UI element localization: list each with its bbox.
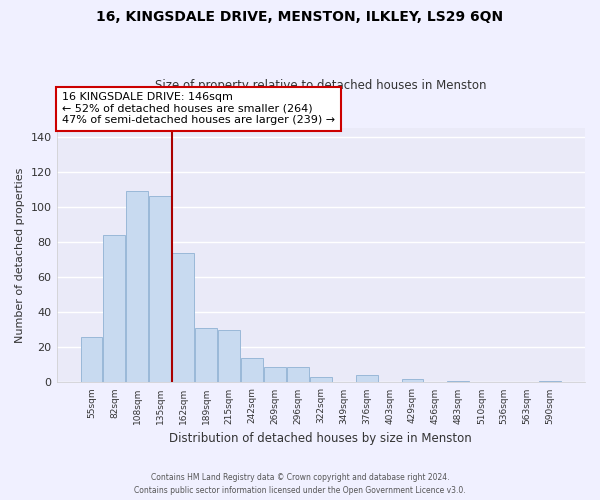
Text: Contains HM Land Registry data © Crown copyright and database right 2024.
Contai: Contains HM Land Registry data © Crown c… xyxy=(134,473,466,495)
Text: 16 KINGSDALE DRIVE: 146sqm
← 52% of detached houses are smaller (264)
47% of sem: 16 KINGSDALE DRIVE: 146sqm ← 52% of deta… xyxy=(62,92,335,126)
Bar xyxy=(103,235,125,382)
Bar xyxy=(149,196,171,382)
Bar xyxy=(448,380,469,382)
Y-axis label: Number of detached properties: Number of detached properties xyxy=(15,168,25,343)
Bar xyxy=(195,328,217,382)
Bar xyxy=(241,358,263,382)
Title: Size of property relative to detached houses in Menston: Size of property relative to detached ho… xyxy=(155,79,487,92)
Text: 16, KINGSDALE DRIVE, MENSTON, ILKLEY, LS29 6QN: 16, KINGSDALE DRIVE, MENSTON, ILKLEY, LS… xyxy=(97,10,503,24)
Bar xyxy=(539,380,561,382)
Bar xyxy=(218,330,240,382)
Bar xyxy=(80,337,103,382)
Bar xyxy=(287,366,309,382)
Bar xyxy=(127,191,148,382)
Bar xyxy=(172,252,194,382)
Bar xyxy=(356,376,377,382)
Bar xyxy=(401,379,424,382)
Bar xyxy=(310,377,332,382)
X-axis label: Distribution of detached houses by size in Menston: Distribution of detached houses by size … xyxy=(169,432,472,445)
Bar xyxy=(264,366,286,382)
